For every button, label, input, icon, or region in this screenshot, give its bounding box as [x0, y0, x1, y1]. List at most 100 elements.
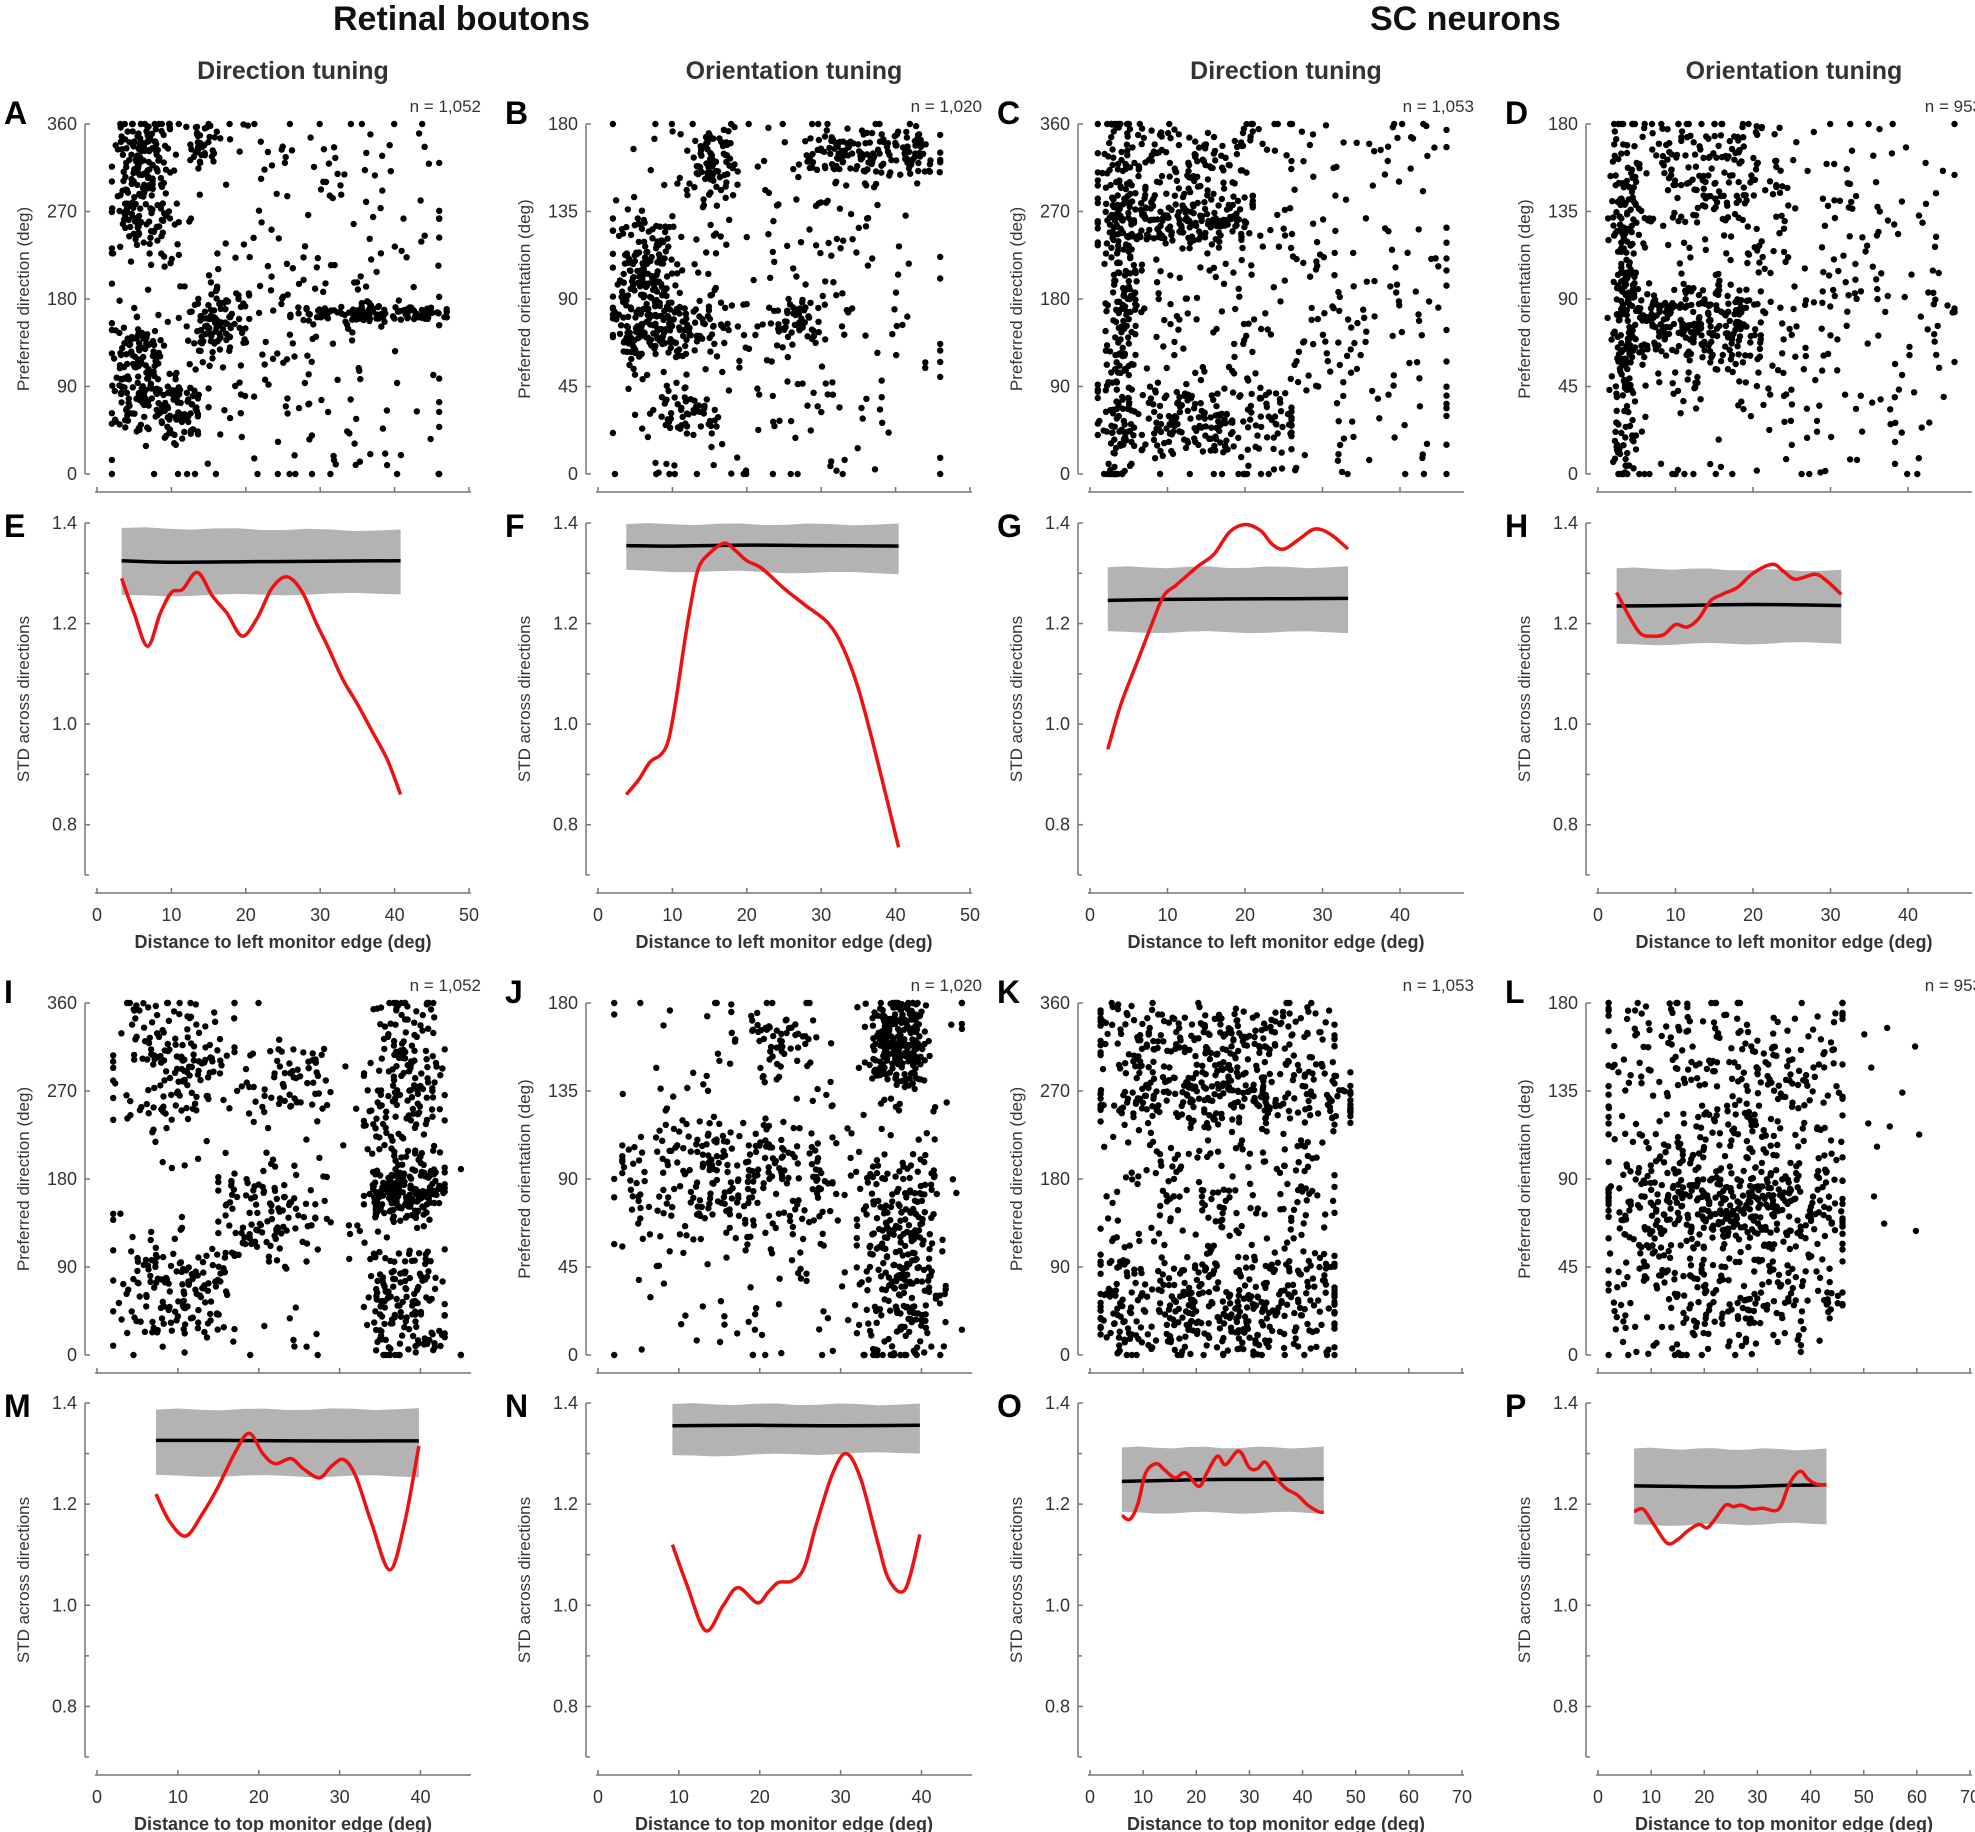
- scatter-point: [1340, 392, 1347, 400]
- scatter-point: [264, 148, 272, 156]
- scatter-point: [1618, 239, 1625, 246]
- scatter-point: [308, 358, 315, 365]
- scatter-point: [397, 316, 405, 323]
- scatter-point: [1121, 303, 1129, 310]
- y-tick-label: 360: [47, 114, 77, 134]
- scatter-point: [1094, 381, 1102, 388]
- scatter-point: [379, 1192, 387, 1199]
- scatter-point: [125, 399, 132, 406]
- scatter-point: [872, 168, 880, 175]
- scatter-point: [841, 152, 848, 159]
- scatter-point: [1287, 430, 1294, 437]
- scatter-point: [214, 1251, 221, 1258]
- scatter-point: [671, 394, 678, 401]
- scatter-point: [1690, 211, 1697, 219]
- scatter-point: [1094, 182, 1102, 189]
- scatter-point: [1697, 396, 1704, 403]
- scatter-point: [690, 431, 697, 439]
- scatter-point: [192, 366, 199, 373]
- scatter-point: [163, 999, 171, 1007]
- scatter-point: [717, 186, 725, 194]
- scatter-point: [400, 1135, 407, 1142]
- scatter-point: [183, 389, 191, 396]
- scatter-point: [1185, 234, 1192, 241]
- scatter-point: [1094, 242, 1102, 249]
- scatter-point: [1813, 417, 1821, 425]
- scatter-point: [627, 348, 635, 356]
- scatter-point: [1247, 416, 1254, 423]
- scatter-point: [765, 189, 773, 196]
- scatter-point: [172, 1041, 179, 1048]
- scatter-point: [1153, 178, 1161, 185]
- scatter-point: [406, 1087, 413, 1094]
- scatter-point: [1272, 420, 1279, 427]
- scatter-point: [672, 282, 679, 289]
- scatter-point: [629, 282, 637, 289]
- scatter-point: [707, 292, 714, 299]
- scatter-point: [211, 1009, 218, 1016]
- scatter-point: [366, 1108, 373, 1115]
- scatter-point: [317, 186, 325, 193]
- scatter-point: [420, 1223, 427, 1230]
- scatter-point: [725, 326, 732, 334]
- scatter-point: [863, 151, 871, 158]
- scatter-point: [1404, 249, 1411, 256]
- scatter-point: [195, 1319, 202, 1326]
- scatter-point: [643, 260, 651, 267]
- scatter-point: [653, 313, 660, 320]
- shuffle-confidence-band: [626, 523, 899, 575]
- scatter-point: [118, 133, 125, 140]
- scatter-point: [332, 461, 339, 468]
- scatter-point: [283, 260, 291, 267]
- scatter-point: [1690, 139, 1697, 146]
- scatter-point: [304, 352, 311, 359]
- scatter-point: [673, 348, 681, 355]
- scatter-point: [1237, 392, 1244, 399]
- scatter-point: [713, 167, 720, 175]
- scatter-point: [1620, 355, 1628, 362]
- scatter-point: [1790, 305, 1797, 313]
- scatter-point: [400, 1069, 407, 1077]
- scatter-point: [210, 1068, 217, 1075]
- scatter-point: [1197, 376, 1205, 384]
- scatter-point: [221, 407, 228, 414]
- scatter-point: [1102, 327, 1109, 335]
- scatter-point: [1609, 198, 1616, 205]
- scatter-point: [707, 189, 714, 196]
- scatter-point: [674, 261, 681, 268]
- scatter-point: [1300, 259, 1307, 267]
- scatter-point: [1306, 141, 1314, 149]
- scatter-point: [1314, 315, 1322, 323]
- scatter-point: [1635, 231, 1643, 238]
- scatter-point: [322, 280, 329, 287]
- scatter-point: [1138, 125, 1146, 132]
- scatter-point: [1630, 184, 1638, 191]
- scatter-point: [1105, 460, 1112, 467]
- scatter-point: [1288, 446, 1295, 453]
- scatter-point: [357, 375, 364, 383]
- scatter-point: [852, 165, 860, 173]
- scatter-point: [661, 228, 669, 236]
- scatter-point: [383, 461, 391, 469]
- scatter-point: [1207, 414, 1214, 421]
- scatter-point: [1159, 452, 1167, 459]
- scatter-points: [1604, 120, 1958, 478]
- scatter-point: [1281, 277, 1289, 284]
- scatter-point: [1641, 120, 1648, 128]
- panel-letter: D: [1505, 95, 1528, 131]
- scatter-point: [108, 208, 116, 216]
- scatter-point: [189, 392, 196, 400]
- data-curve: [1106, 522, 1350, 750]
- scatter-point: [196, 158, 204, 165]
- scatter-point: [734, 168, 741, 175]
- scatter-point: [1158, 133, 1165, 140]
- scatter-point: [1683, 120, 1691, 128]
- scatter-point: [216, 346, 224, 353]
- n-count-label: n = 953: [1925, 97, 1975, 116]
- scatter-point: [229, 1205, 236, 1212]
- scatter-point: [1726, 137, 1734, 145]
- scatter-point: [119, 344, 126, 352]
- scatter-point: [258, 1229, 266, 1236]
- scatter-point: [609, 120, 617, 128]
- scatter-point: [145, 366, 152, 373]
